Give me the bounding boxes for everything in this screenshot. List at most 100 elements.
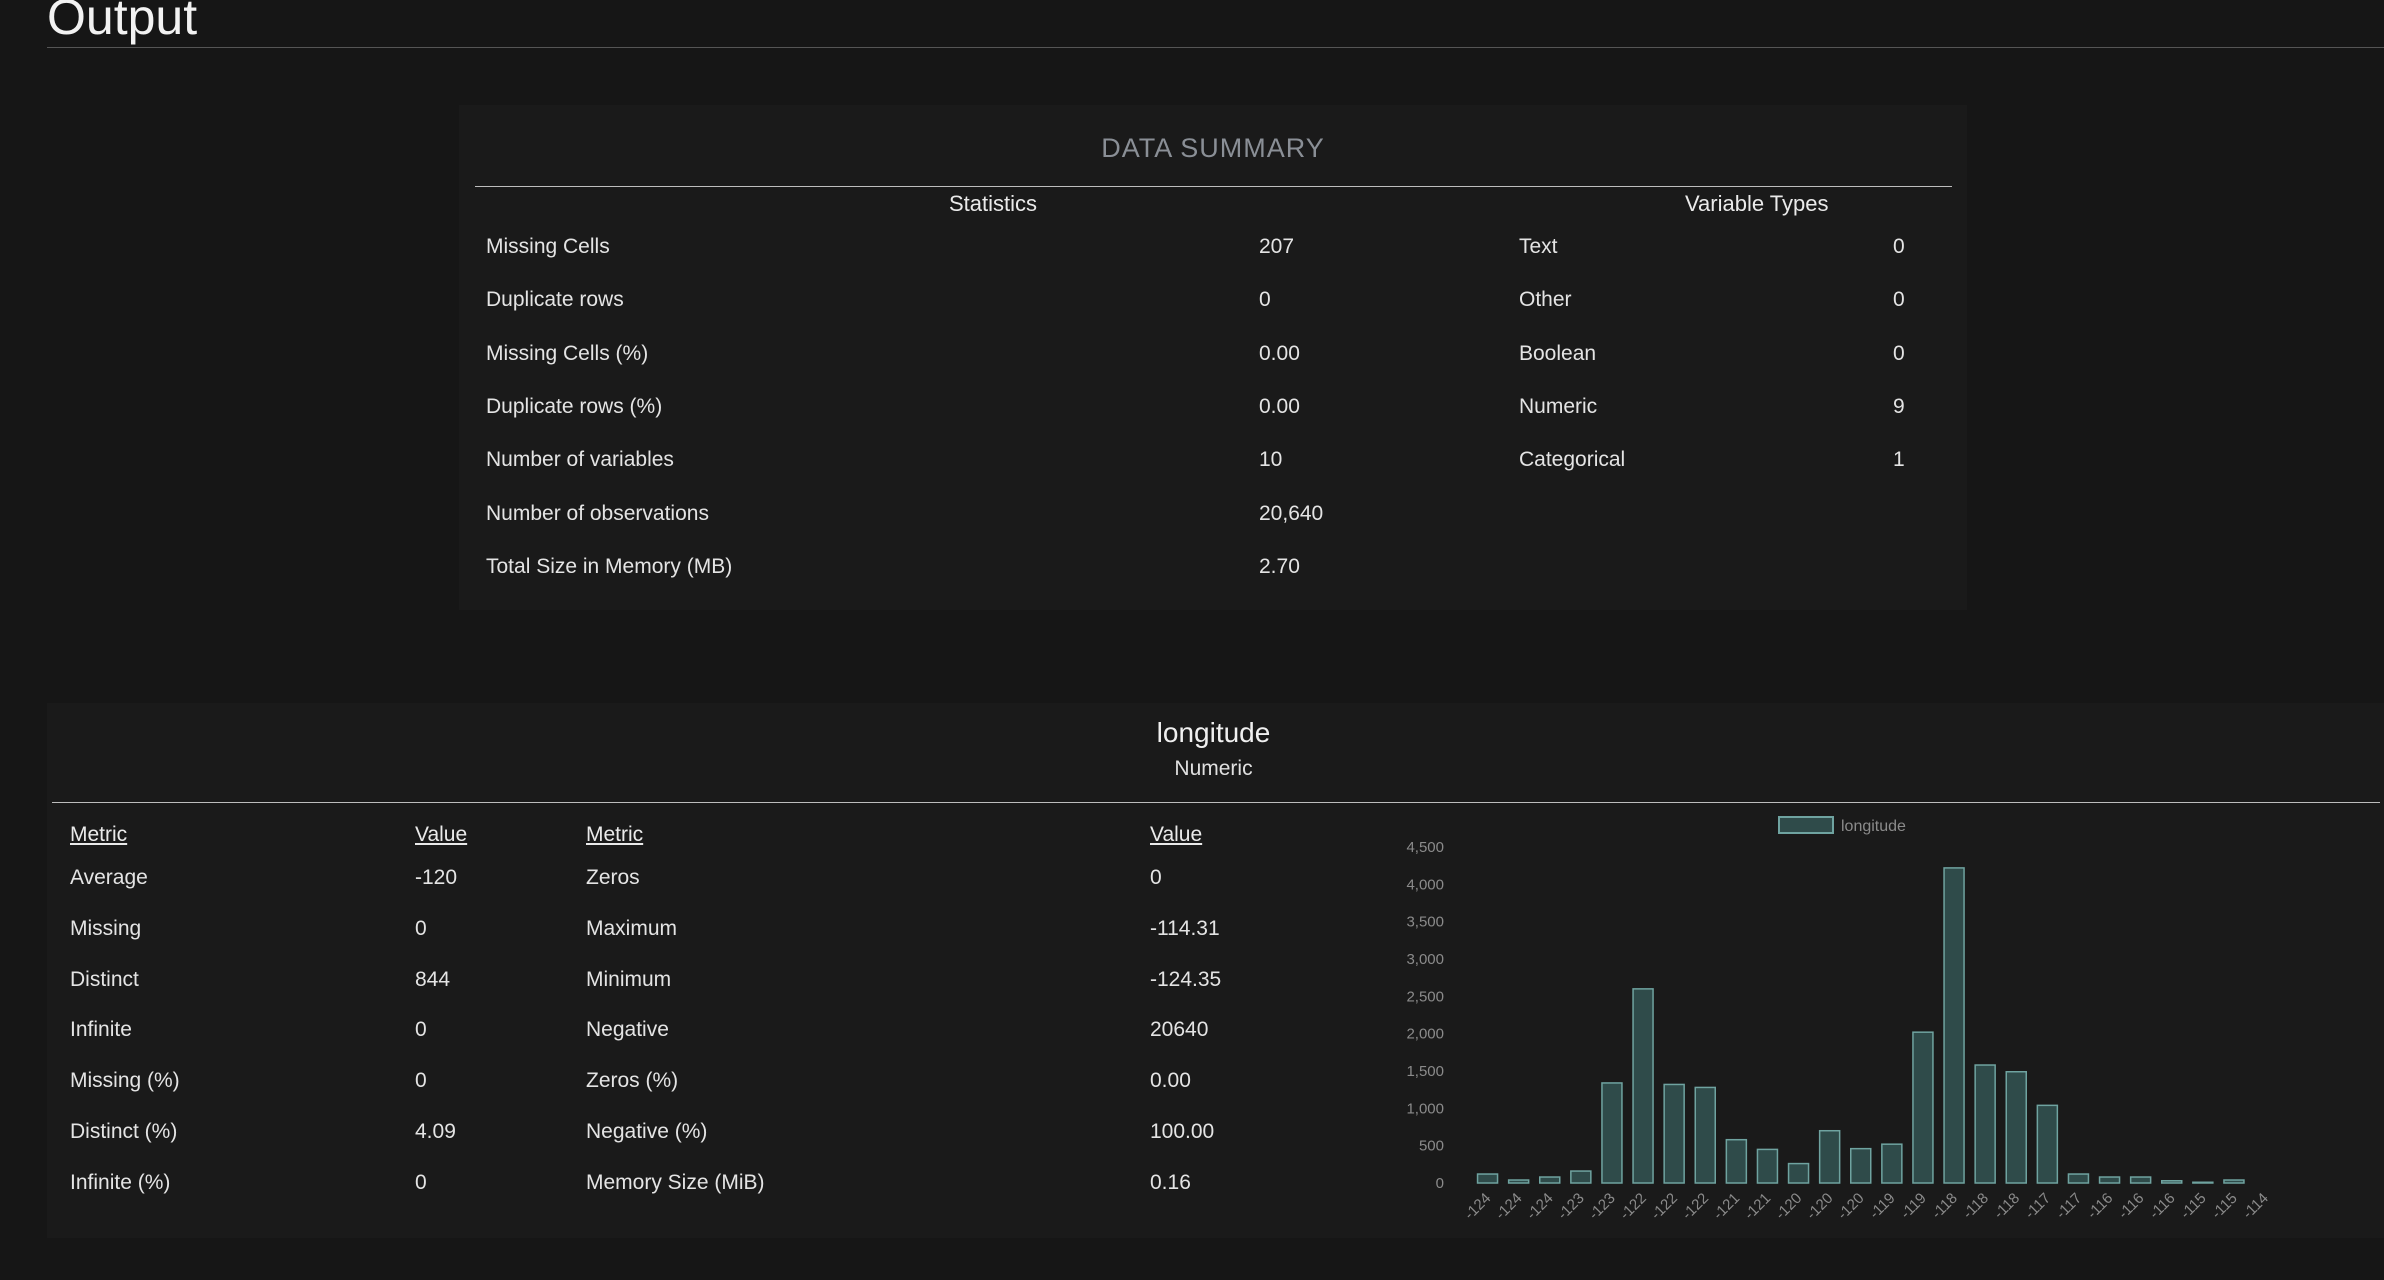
x-tick-label: -116 [2146,1190,2178,1222]
x-tick-label: -119 [1897,1190,1929,1222]
x-tick-label: -121 [1710,1190,1743,1223]
y-tick-label: 3,000 [1406,951,1444,968]
summary-divider [475,186,1952,187]
x-tick-label: -115 [2208,1190,2240,1222]
x-tick-label: -122 [1679,1190,1712,1223]
metric-value: 0 [415,1018,427,1042]
metric-value: 20640 [1150,1018,1209,1042]
metric-header-right: Metric [586,823,644,846]
statistics-row: Missing Cells (%) 0.00 [486,342,1386,382]
histogram-bar [1756,1148,1779,1184]
statistic-label: Total Size in Memory (MB) [486,554,733,578]
variable-type-row: Other 0 [1519,288,1919,328]
x-tick-label: -114 [2239,1190,2271,1222]
value-header-right: Value [1150,823,1203,846]
variable-type-count: 0 [1893,288,1905,312]
metric-value: 0 [415,916,427,940]
histogram-bar [1570,1170,1592,1184]
title-divider [47,47,2384,48]
histogram-bar [1850,1147,1872,1184]
x-tick-label: -118 [1928,1190,1960,1222]
statistic-value: 0 [1259,288,1271,312]
statistic-value: 2.70 [1259,554,1300,578]
x-tick-label: -123 [1586,1190,1619,1223]
variable-type-row: Categorical 1 [1519,448,1919,488]
metric-label: Memory Size (MiB) [586,1170,765,1194]
metric-value: 844 [415,967,451,991]
metric-label: Zeros (%) [586,1069,679,1093]
variable-type-label: Numeric [1519,394,1598,418]
histogram-bar [1818,1129,1841,1184]
variable-type-row: Numeric 9 [1519,395,1919,435]
histogram-bar [2067,1173,2090,1184]
x-tick-label: -120 [1803,1190,1836,1223]
statistic-label: Duplicate rows [486,288,624,312]
x-tick-label: -115 [2177,1190,2209,1222]
histogram-bar [1787,1162,1810,1184]
variable-type-count: 0 [1893,341,1905,365]
histogram-bar [2036,1104,2059,1184]
x-tick-label: -118 [1991,1190,2023,1222]
metric-value: 0.16 [1150,1170,1191,1194]
x-tick-label: -116 [2084,1190,2116,1222]
x-tick-label: -122 [1648,1190,1681,1223]
histogram-bar [2223,1179,2245,1184]
variable-type-count: 0 [1893,235,1905,258]
statistic-label: Number of variables [486,448,674,472]
x-tick-label: -124 [1461,1190,1494,1223]
histogram-bar [2161,1180,2183,1184]
longitude-histogram-chart: 0 500 1,000 1,500 2,000 2,500 3,000 3,500 4,000 4… [1406,816,2272,1223]
y-tick-label: 2,000 [1406,1026,1444,1043]
statistic-value: 207 [1259,235,1295,258]
histogram-bar [1632,988,1654,1184]
histogram-bar [1881,1143,1903,1184]
metric-value: 0 [415,1069,427,1093]
metric-label: Zeros [586,866,640,889]
metric-value: 4.09 [415,1120,456,1143]
histogram-bar [1476,1173,1499,1184]
x-tick-label: -116 [2115,1190,2147,1222]
histogram-bar [1539,1176,1561,1184]
statistics-row: Duplicate rows (%) 0.00 [486,395,1386,435]
metric-value: 100.00 [1150,1120,1215,1143]
y-tick-label: 0 [1436,1175,1444,1192]
variable-divider [52,802,2380,803]
metric-value: 0 [415,1170,427,1194]
metric-value: -114.31 [1150,916,1220,940]
histogram-bar [2005,1070,2027,1184]
histogram-bar [1507,1179,1530,1184]
variable-type-label: Boolean [1519,341,1597,365]
metric-value: -120 [415,866,458,889]
chart-axis-layer: 0 500 1,000 1,500 2,000 2,500 3,000 3,500 4,000 4… [1406,839,1444,1192]
variable-types-header: Variable Types [1685,191,1829,216]
variable-type-label: Categorical [1519,448,1626,472]
statistic-value: 20,640 [1259,501,1324,525]
statistics-header: Statistics [949,191,1038,216]
x-tick-label: -117 [2022,1190,2054,1222]
x-tick-label: -120 [1772,1190,1805,1223]
statistics-row: Total Size in Memory (MB) 2.70 [486,555,1386,595]
chart-legend: longitude [1778,816,1906,835]
histogram-bar [1943,867,1965,1184]
metric-label: Missing (%) [70,1069,180,1093]
x-tick-label: -118 [1960,1190,1992,1222]
statistics-row: Duplicate rows 0 [486,288,1386,328]
statistics-row: Number of observations 20,640 [486,502,1386,542]
metric-label: Infinite (%) [70,1170,171,1194]
value-header-left: Value [415,823,468,846]
x-tick-label: -123 [1554,1190,1587,1223]
histogram-bar [1974,1064,1996,1184]
statistic-label: Missing Cells (%) [486,341,649,365]
y-tick-label: 4,000 [1406,876,1444,893]
statistic-label: Missing Cells [486,235,610,258]
summary-title: DATA SUMMARY [1101,133,1325,163]
histogram-bar [2129,1176,2152,1184]
y-tick-label: 2,500 [1406,988,1444,1005]
metric-value: 0 [1150,866,1162,889]
x-tick-label: -119 [1866,1190,1898,1222]
metric-label: Distinct [70,967,139,991]
statistics-row: Number of variables 10 [486,448,1386,488]
variable-name: longitude [1156,717,1271,748]
statistic-value: 0.00 [1259,341,1300,365]
statistics-row: Missing Cells 207 [486,235,1386,275]
